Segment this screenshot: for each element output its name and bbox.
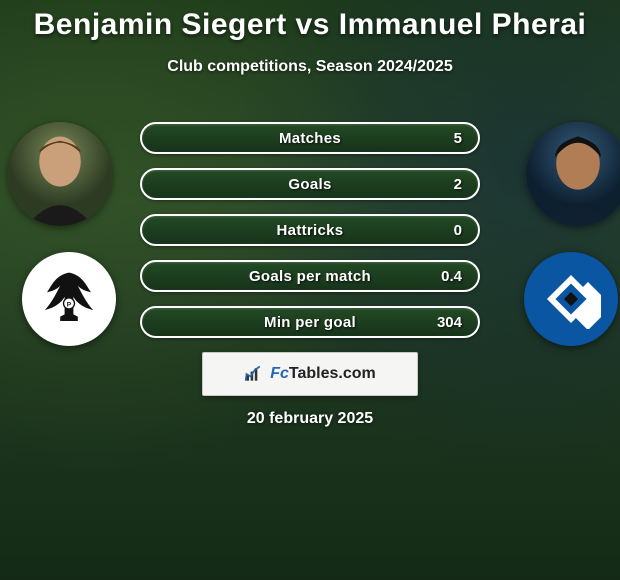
stat-row: Goals 2 bbox=[140, 168, 480, 200]
stat-label: Goals bbox=[288, 176, 331, 193]
avatar-placeholder-icon bbox=[8, 122, 112, 226]
club-right-crest bbox=[524, 252, 618, 346]
stat-value: 0.4 bbox=[441, 268, 462, 285]
svg-text:P: P bbox=[67, 302, 72, 309]
brand-text: FcTables.com bbox=[270, 365, 376, 383]
eagle-crest-icon: P bbox=[36, 266, 102, 332]
stat-label: Goals per match bbox=[249, 268, 371, 285]
club-left-crest: P bbox=[22, 252, 116, 346]
page-title: Benjamin Siegert vs Immanuel Pherai bbox=[0, 0, 620, 42]
stat-label: Min per goal bbox=[264, 314, 356, 331]
diamond-crest-icon bbox=[541, 269, 601, 329]
stat-value: 2 bbox=[454, 176, 462, 193]
date-text: 20 february 2025 bbox=[0, 410, 620, 428]
avatar-placeholder-icon bbox=[526, 122, 620, 226]
bar-chart-icon bbox=[244, 364, 264, 384]
stat-row: Hattricks 0 bbox=[140, 214, 480, 246]
brand-fc: Fc bbox=[270, 365, 289, 382]
brand-tables: Tables bbox=[289, 365, 339, 382]
stat-value: 304 bbox=[437, 314, 462, 331]
subtitle: Club competitions, Season 2024/2025 bbox=[0, 58, 620, 76]
comparison-card: Benjamin Siegert vs Immanuel Pherai Club… bbox=[0, 0, 620, 580]
stats-list: Matches 5 Goals 2 Hattricks 0 Goals per … bbox=[140, 122, 480, 352]
stat-row: Goals per match 0.4 bbox=[140, 260, 480, 292]
brand-com: .com bbox=[338, 365, 375, 382]
stat-label: Matches bbox=[279, 130, 341, 147]
stat-value: 0 bbox=[454, 222, 462, 239]
stat-row: Min per goal 304 bbox=[140, 306, 480, 338]
stat-row: Matches 5 bbox=[140, 122, 480, 154]
stat-value: 5 bbox=[454, 130, 462, 147]
player-left-avatar bbox=[8, 122, 112, 226]
brand-badge: FcTables.com bbox=[202, 352, 418, 396]
player-right-avatar bbox=[526, 122, 620, 226]
stat-label: Hattricks bbox=[277, 222, 344, 239]
